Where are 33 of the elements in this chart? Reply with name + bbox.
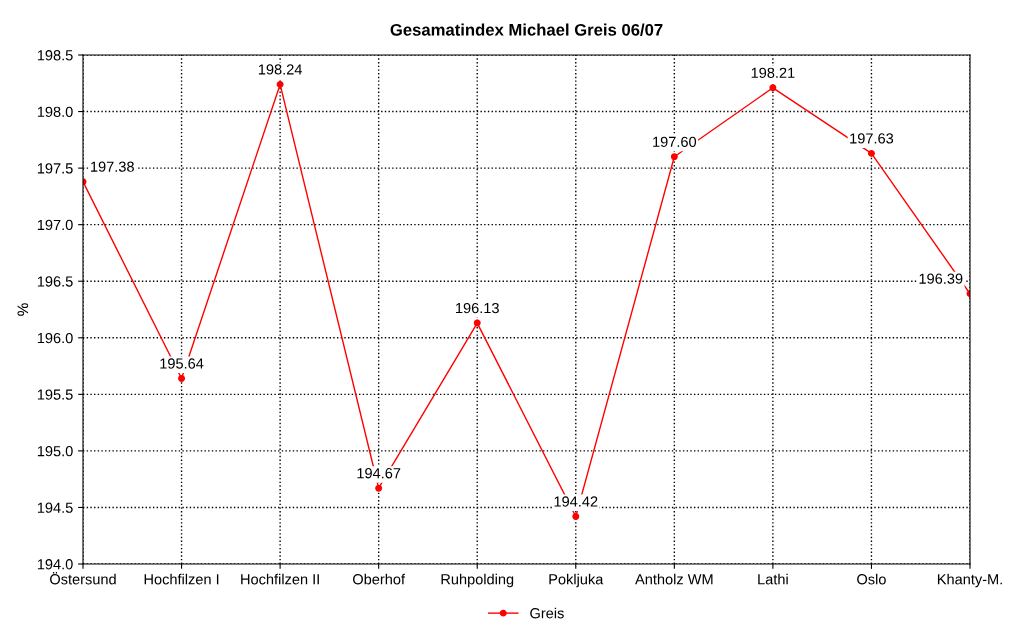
y-tick-label: 194.0: [37, 559, 73, 570]
y-tick-label: 195.0: [37, 445, 73, 457]
x-tick-label: Östersund: [50, 572, 116, 585]
y-tick-label: 197.0: [37, 219, 73, 231]
data-label: 198.24: [258, 64, 302, 75]
data-label: 196.39: [919, 273, 963, 284]
x-tick-label: Khanty-M.: [937, 573, 1002, 588]
y-tick-label: 196.0: [37, 332, 73, 344]
data-label: 195.64: [160, 358, 204, 369]
y-tick-label: 198.5: [37, 50, 73, 61]
y-tick-label: 196.5: [37, 276, 73, 287]
x-tick-label: Hochfilzen I: [144, 573, 219, 585]
chart-title: Gesamatindex Michael Greis 06/07: [390, 23, 663, 36]
x-tick-label: Oslo: [857, 573, 886, 585]
data-label: 197.60: [653, 136, 697, 147]
y-tick-label: 194.5: [37, 502, 73, 513]
x-tick-label: Oberhof: [353, 573, 406, 585]
legend-label: Greis: [530, 607, 564, 619]
data-label: 198.21: [751, 67, 795, 78]
data-label: 194.42: [554, 496, 598, 507]
data-label: 194.67: [357, 468, 401, 479]
x-tick-label: Lathi: [758, 573, 788, 585]
data-label: 197.38: [91, 161, 134, 172]
y-axis-title: %: [17, 303, 29, 316]
x-tick-label: Pokljuka: [549, 573, 604, 588]
y-tick-label: 197.5: [37, 163, 73, 174]
data-label: 197.63: [850, 133, 894, 144]
y-tick-label: 198.0: [37, 106, 73, 117]
x-tick-label: Ruhpolding: [441, 573, 514, 588]
x-tick-label: Hochfilzen II: [241, 573, 319, 585]
y-tick-label: 195.5: [37, 389, 73, 400]
x-tick-label: Antholz WM: [635, 573, 713, 585]
data-label: 196.13: [456, 302, 499, 314]
